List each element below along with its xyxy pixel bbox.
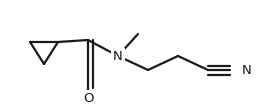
- Text: N: N: [242, 64, 252, 76]
- Text: O: O: [83, 92, 93, 104]
- Text: N: N: [113, 50, 123, 62]
